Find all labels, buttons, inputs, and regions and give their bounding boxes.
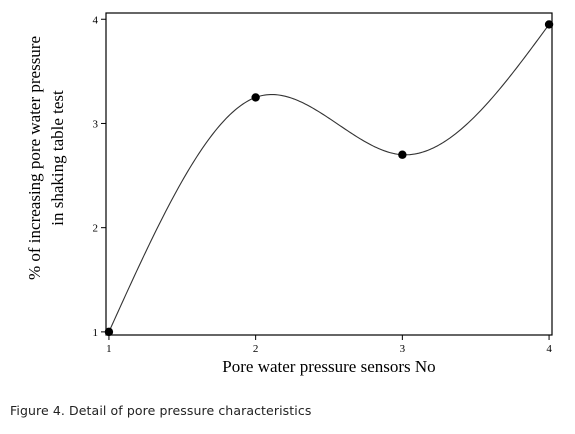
figure-caption: Figure 4. Detail of pore pressure charac… [10,403,312,418]
y-axis-label-line-1: % of increasing pore water pressure [25,36,44,280]
x-axis-label: Pore water pressure sensors No [222,357,435,376]
data-point [104,327,114,337]
y-tick-label: 3 [93,118,99,130]
data-point [544,20,554,29]
y-tick-label: 4 [93,14,99,26]
x-tick-label: 4 [546,343,552,355]
x-tick-label: 2 [253,343,259,355]
y-tick-label: 2 [93,223,99,235]
plot-area [104,20,554,337]
y-axis-label-line-2: in shaking table test [48,90,67,226]
axes: 1 2 3 4 1 2 3 4 [93,12,553,355]
plot-frame [105,12,553,336]
x-tick-label: 3 [400,343,406,355]
x-tick-label: 1 [106,343,112,355]
series-line [108,24,550,333]
y-tick-label: 1 [93,327,99,339]
data-point [398,150,407,159]
data-point [251,93,260,102]
